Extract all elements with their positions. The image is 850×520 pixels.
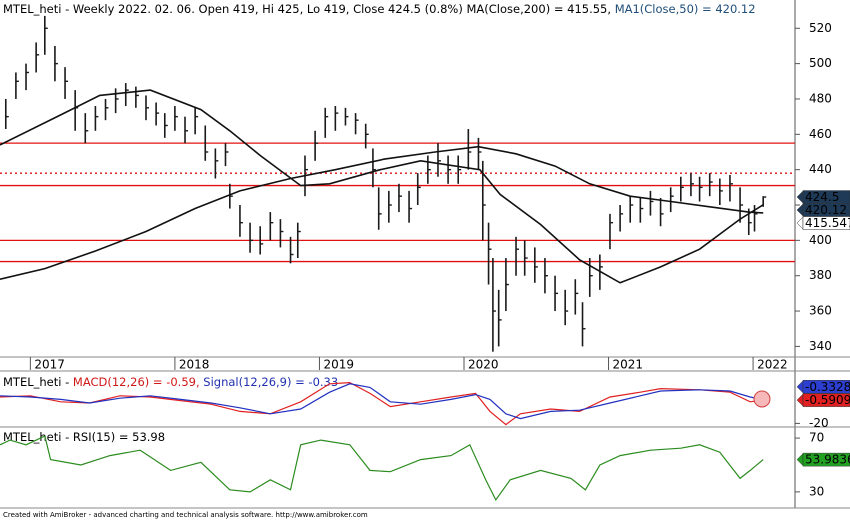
series-line (0, 435, 764, 502)
series-line (0, 383, 764, 420)
y-tick-label: 400 (809, 233, 832, 247)
badge (802, 452, 850, 467)
badge-label: 424.5 (805, 190, 839, 204)
x-tick-label: 2017 (34, 358, 65, 372)
panel-title: MTEL_heti - Weekly 2022. 02. 06. Open 41… (3, 2, 756, 16)
title-part: MACD(12,26) = -0.59, (73, 375, 203, 389)
badge (802, 216, 850, 230)
title-part: MA(Close,200) = 415.55, (466, 2, 614, 16)
y-tick-label: 520 (809, 21, 832, 35)
title-part: MA1(Close,50) = 420.12 (615, 2, 756, 16)
badge-label: 420.12 (805, 203, 847, 217)
y-tick-label: 460 (809, 127, 832, 141)
panel-title: MTEL_heti - RSI(15) = 53.98 (3, 430, 165, 444)
title-part: MTEL_heti - Weekly 2022. 02. 06. Open 41… (3, 2, 466, 16)
footer: Created with AmiBroker - advanced charti… (3, 511, 368, 519)
y-tick-label: 380 (809, 268, 832, 282)
badge (802, 380, 850, 394)
y-tick-label: 70 (809, 431, 824, 445)
y-tick-label: 360 (809, 304, 832, 318)
panel-title: MTEL_heti - MACD(12,26) = -0.59, Signal(… (3, 375, 338, 389)
title-part: MTEL_heti - (3, 430, 73, 444)
badge-label: 53.9836 (805, 453, 850, 467)
title-part: RSI(15) = 53.98 (73, 430, 165, 444)
x-tick-label: 2019 (323, 358, 354, 372)
badge-label: -0.59090 (805, 393, 850, 407)
marker-circle (753, 390, 771, 408)
y-tick-label: -20 (809, 416, 829, 430)
y-tick-label: 340 (809, 339, 832, 353)
y-tick-label: 480 (809, 91, 832, 105)
x-tick-label: 2020 (468, 358, 499, 372)
y-tick-label: 440 (809, 162, 832, 176)
badge-label: -0.33285 (805, 380, 850, 394)
x-tick-label: 2022 (757, 358, 788, 372)
y-tick-label: 500 (809, 56, 832, 70)
badge-label: 415.547 (805, 216, 850, 230)
series-line (0, 145, 764, 280)
title-part: Signal(12,26,9) = -0.33 (203, 375, 338, 389)
x-tick-label: 2021 (613, 358, 644, 372)
y-tick-label: 30 (809, 484, 824, 498)
badge (802, 393, 850, 407)
series-line (0, 89, 764, 284)
title-part: MTEL_heti - (3, 375, 73, 389)
x-tick-label: 2018 (179, 358, 210, 372)
